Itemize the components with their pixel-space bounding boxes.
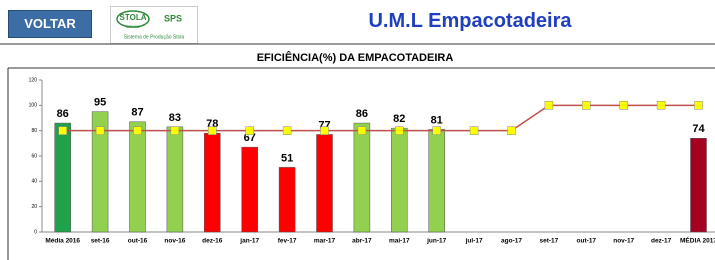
value-label: 51 — [281, 152, 293, 164]
bar — [278, 167, 296, 233]
value-label: 74 — [692, 123, 705, 135]
y-tick-label: 40 — [31, 179, 37, 185]
bar — [353, 122, 371, 233]
x-tick-label: set-17 — [540, 238, 559, 245]
y-tick-label: 100 — [29, 103, 38, 109]
line-marker — [208, 126, 217, 135]
line-marker — [245, 126, 254, 135]
x-tick-label: nov-16 — [164, 238, 185, 245]
x-tick-label: fev-17 — [278, 238, 297, 245]
line-marker — [432, 126, 441, 135]
line-marker — [170, 126, 180, 135]
y-tick-label: 80 — [31, 128, 37, 134]
line-marker — [58, 126, 67, 135]
value-label: 67 — [244, 132, 256, 144]
value-label: 86 — [57, 108, 69, 120]
logo-country: BRASIL — [126, 24, 141, 29]
x-tick-label: MÉDIA 2017 — [680, 236, 715, 245]
chart-title: EFICIÊNCIA(%) DA EMPACOTADEIRA — [257, 51, 454, 64]
line — [62, 104, 699, 132]
x-tick-label: nov-17 — [613, 238, 634, 245]
back-button[interactable]: VOLTAR — [8, 10, 92, 38]
x-tick-label: out-17 — [577, 238, 597, 245]
value-label: 81 — [431, 114, 443, 126]
line-marker — [544, 101, 554, 110]
bar — [204, 132, 221, 233]
bar — [129, 121, 146, 233]
logo-sps: SPS — [164, 13, 182, 23]
y-tick-label: 60 — [31, 153, 37, 159]
y-tick-label: 20 — [31, 204, 37, 210]
x-tick-label: dez-17 — [651, 238, 672, 245]
line-marker — [656, 101, 666, 110]
bar — [391, 127, 408, 233]
bar — [241, 146, 258, 233]
value-label: 83 — [169, 112, 181, 124]
x-tick-label: abr-17 — [352, 238, 372, 245]
bar — [54, 122, 71, 233]
line-marker — [395, 126, 404, 135]
x-tick-label: mar-17 — [314, 238, 336, 245]
line-marker — [95, 126, 105, 135]
logo-brand: STOLA — [120, 13, 147, 22]
line-marker — [282, 126, 292, 135]
line-marker — [469, 126, 479, 135]
bar — [91, 111, 109, 233]
line-marker — [582, 101, 591, 110]
x-tick-label: jan-17 — [239, 238, 259, 245]
bar — [428, 129, 445, 233]
x-tick-label: set-16 — [91, 238, 110, 245]
value-label: 86 — [356, 108, 368, 120]
line-marker — [694, 101, 703, 110]
page-title: U.M.L Empacotadeira — [368, 10, 572, 32]
y-tick-label: 0 — [34, 229, 37, 235]
x-tick-label: mai-17 — [389, 238, 410, 245]
line-marker — [133, 126, 142, 135]
y-tick-label: 120 — [29, 77, 38, 83]
x-tick-label: jun-17 — [426, 238, 447, 245]
logo-caption: Sistema de Produção Stola — [124, 34, 185, 40]
x-tick-label: jul-17 — [465, 238, 483, 245]
bar — [166, 126, 184, 233]
value-label: 87 — [131, 107, 143, 119]
line-marker — [507, 126, 516, 135]
line-marker — [320, 126, 329, 135]
x-tick-label: out-16 — [128, 238, 148, 245]
x-tick-label: Média 2016 — [45, 238, 80, 245]
logo-shape — [116, 10, 150, 28]
x-tick-label: ago-17 — [501, 238, 522, 245]
value-label: 95 — [94, 97, 106, 109]
x-tick-label: dez-16 — [202, 238, 223, 245]
value-label: 82 — [393, 113, 405, 125]
line-marker — [619, 101, 628, 110]
bar — [316, 134, 333, 233]
bar — [690, 138, 707, 233]
line-marker — [357, 126, 367, 135]
